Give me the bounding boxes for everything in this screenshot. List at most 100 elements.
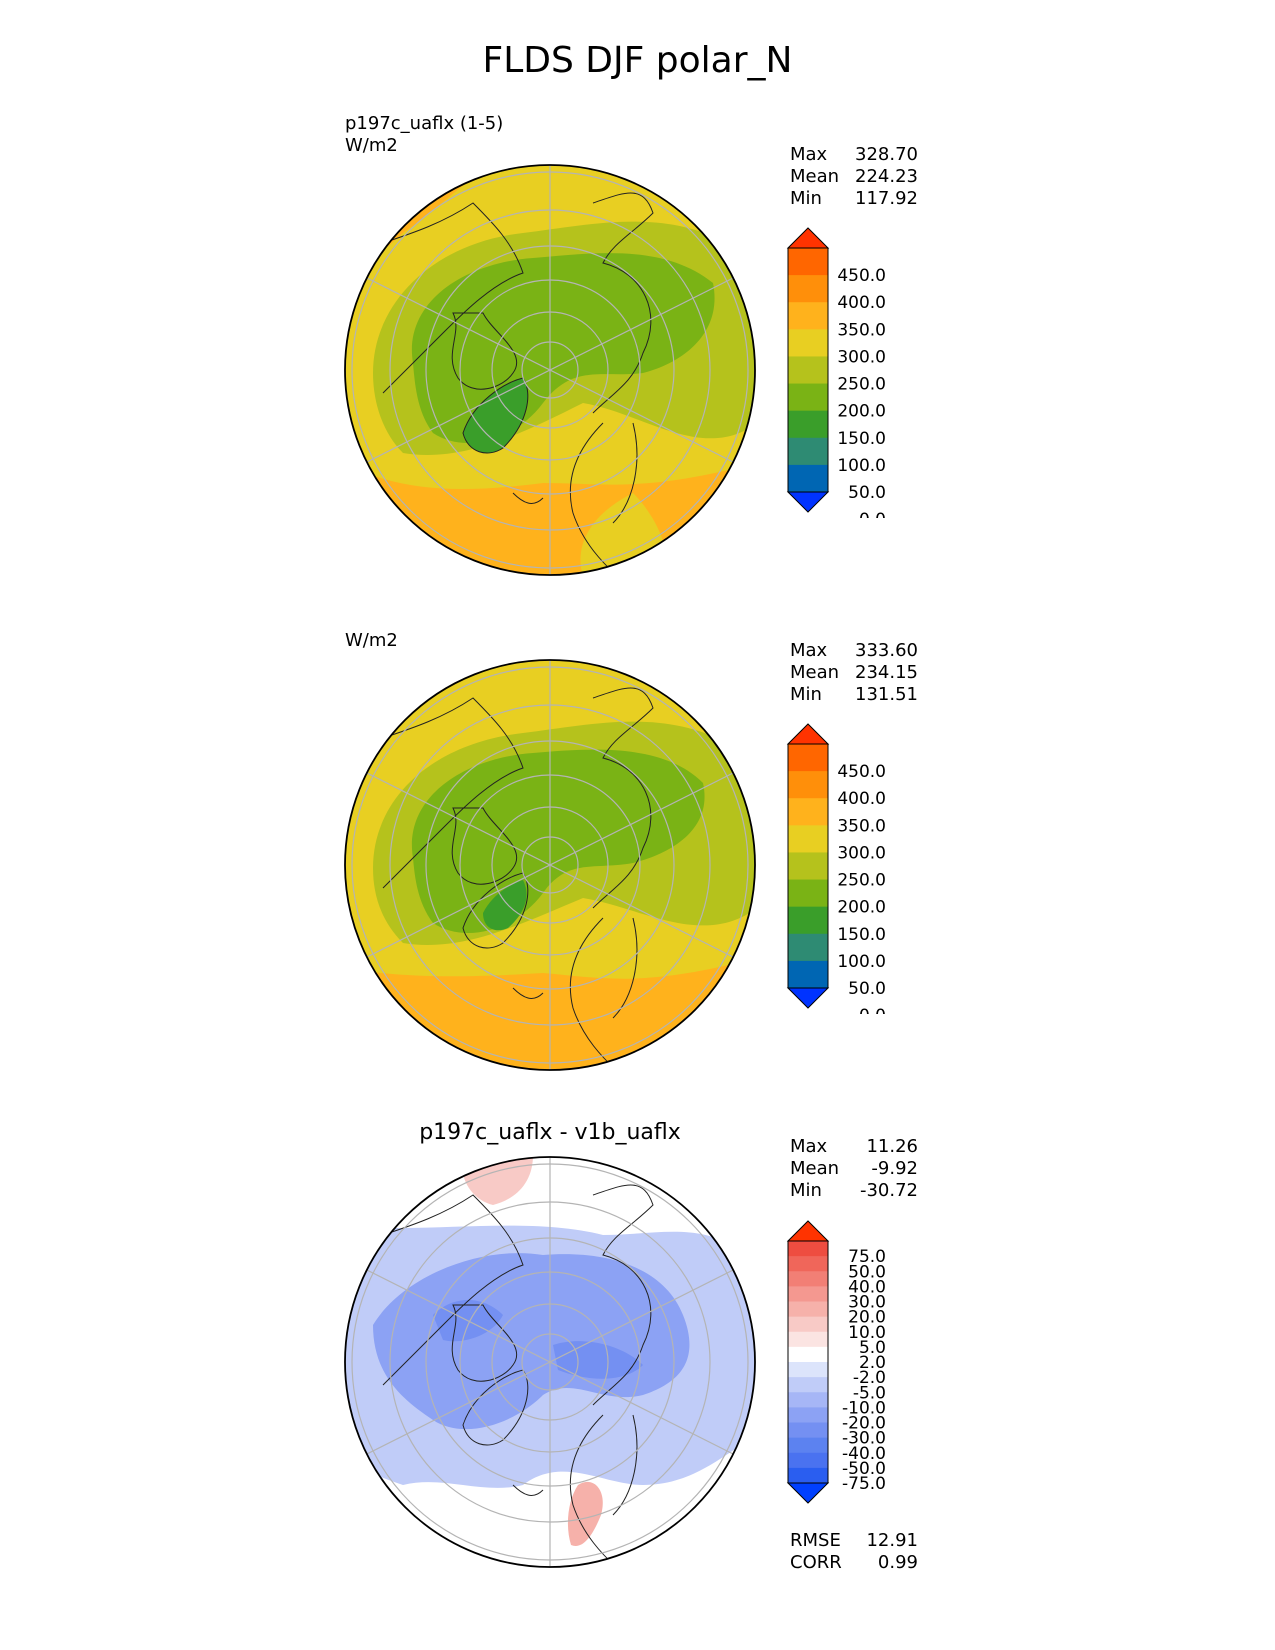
panel2-colorbar-segment: [788, 744, 828, 772]
panel2-units-label: W/m2: [345, 630, 398, 651]
panel3-colorbar-tick-label: -50.0: [842, 1459, 886, 1479]
panel1-colorbar-tick-label: 150.0: [837, 429, 886, 449]
panel1-colorbar-tick-label: 250.0: [837, 375, 886, 395]
panel1-colorbar: 450.0 400.0 350.0 300.0 250.0 200.0 150.0 100.0…: [786, 227, 886, 518]
panel2-polar-map: [344, 659, 756, 1071]
panel3-colorbar-segment: [788, 1437, 828, 1454]
panel1-subtitle: p197c_uaflx (1-5) W/m2: [345, 113, 503, 157]
panel1-colorbar-segment: [788, 383, 828, 412]
panel3-corr-value: 0.99: [877, 1552, 918, 1573]
panel1-colorbar-tick-label: 50.0: [848, 483, 886, 503]
panel2-colorbar-extend-min: [786, 987, 830, 1009]
panel1-units-label: W/m2: [345, 135, 398, 156]
panel3-colorbar-extend-max: [786, 1220, 830, 1242]
panel3-metrics: RMSE 12.91 CORR 0.99: [790, 1530, 918, 1573]
panel3-colorbar-tick-label: 10.0: [848, 1323, 886, 1343]
panel3-colorbar-segment: [788, 1256, 828, 1272]
panel2-colorbar-segment: [788, 825, 828, 853]
panel3-colorbar-tick-label: -40.0: [842, 1444, 886, 1464]
panel2-colorbar-tick-label: 200.0: [837, 898, 886, 918]
panel2-colorbar-tick-label: 350.0: [837, 816, 886, 836]
panel2-colorbar-segment: [788, 879, 828, 908]
panel2-greenland-min: [483, 880, 527, 931]
panel1-stats: Max 328.70 Mean 224.23 Min 117.92: [790, 144, 918, 209]
panel2-colorbar-outline: [787, 743, 829, 989]
panel3-colorbar: 75.050.040.030.020.010.05.02.0-2.0-5.0-1…: [786, 1220, 886, 1504]
panel1-min-value: 117.92: [855, 188, 918, 209]
panel1-colorbar-segment: [788, 329, 828, 357]
panel2-graticule: [345, 660, 755, 1070]
panel3-colorbar-tick-label: 2.0: [859, 1353, 886, 1373]
panel2-colorbar-tick-label: 150.0: [837, 925, 886, 945]
panel3-colorbar-segment: [788, 1452, 828, 1469]
panel3-colorbar-tick-label: 50.0: [848, 1262, 886, 1282]
panel1-map-boundary: [344, 164, 756, 576]
panel2-colorbar-segment: [788, 771, 828, 799]
panel1-colorbar-tick-label: 450.0: [837, 266, 886, 286]
panel3-colorbar-tick-label: 75.0: [848, 1247, 886, 1267]
panel2-colorbar-tick-label: 100.0: [837, 952, 886, 972]
panel1-colorbar-tick-label: 350.0: [837, 320, 886, 340]
panel2-subtitle: W/m2: [345, 630, 398, 652]
panel1-colorbar-tick-label: 100.0: [837, 456, 886, 476]
panel3-colorbar-segment: [788, 1422, 828, 1439]
panel3-colorbar-segment: [788, 1377, 828, 1393]
panel3-colorbar-outline: [787, 1240, 829, 1484]
panel2-min-value: 131.51: [855, 684, 918, 705]
panel3-mean-value: -9.92: [871, 1158, 918, 1179]
panel3-stats: Max 11.26 Mean -9.92 Min -30.72: [790, 1136, 918, 1201]
panel3-min-value: -30.72: [859, 1180, 918, 1201]
panel1-colorbar-segment: [788, 410, 828, 439]
panel1-polar-map: [344, 164, 756, 576]
panel3-colorbar-tick-label: -20.0: [842, 1414, 886, 1434]
panel3-rmse-value: 12.91: [866, 1530, 918, 1551]
panel3-colorbar-tick-label: -10.0: [842, 1398, 886, 1418]
panel3-colorbar-segment: [788, 1362, 828, 1378]
panel1-colorbar-extend-max: [786, 227, 830, 249]
panel1-colorbar-tick-label: 300.0: [837, 347, 886, 367]
panel1-colorbar-tick-label: 0.0: [859, 510, 886, 518]
panel2-colorbar-segment: [788, 852, 828, 881]
panel3-polar-map: [344, 1156, 756, 1568]
panel1-colorbar-tick-label: 200.0: [837, 402, 886, 422]
panel2-mean-value: 234.15: [855, 662, 918, 683]
panel2-colorbar-tick-label: 450.0: [837, 762, 886, 782]
panel1-graticule: [345, 165, 755, 575]
panel3-colorbar-segment: [788, 1407, 828, 1423]
panel1-arctic-core: [411, 253, 715, 443]
panel3-colorbar-segment: [788, 1467, 828, 1484]
panel3-colorbar-segment: [788, 1346, 828, 1363]
panel1-greenland-min: [463, 378, 528, 453]
figure-title: FLDS DJF polar_N: [482, 40, 793, 81]
panel2-colorbar-segment: [788, 798, 828, 826]
panel3-colorbar-tick-label: 5.0: [859, 1338, 886, 1358]
panel2-colorbar: 450.0 400.0 350.0 300.0 250.0 200.0 150.0 100.0…: [786, 723, 886, 1014]
panel2-arctic-core: [411, 749, 705, 933]
panel3-map-boundary: [344, 1156, 756, 1568]
panel1-colorbar-segment: [788, 356, 828, 385]
panel2-colorbar-tick-label: 400.0: [837, 789, 886, 809]
panel3-colorbar-tick-label: -5.0: [853, 1383, 886, 1403]
panel3-coastlines: [382, 1184, 654, 1567]
panel2-map-boundary: [344, 659, 756, 1071]
panel3-colorbar-segment: [788, 1392, 828, 1408]
panel3-colorbar-tick-label: 40.0: [848, 1277, 886, 1297]
panel1-coastlines: [382, 192, 654, 575]
panel3-title: p197c_uaflx - v1b_uaflx: [419, 1120, 681, 1145]
panel3-colorbar-segment: [788, 1316, 828, 1333]
panel3-colorbar-tick-label: -75.0: [842, 1474, 886, 1494]
panel1-colorbar-tick-label: 400.0: [837, 293, 886, 313]
panel3-colorbar-tick-label: 20.0: [848, 1308, 886, 1328]
panel1-colorbar-extend-min: [786, 491, 830, 513]
panel2-max-value: 333.60: [855, 640, 918, 661]
panel3-positive-south: [567, 1481, 603, 1546]
panel3-colorbar-extend-min: [786, 1482, 830, 1504]
panel1-colorbar-segment: [788, 275, 828, 303]
panel3-colorbar-segment: [788, 1301, 828, 1318]
panel3-colorbar-tick-label: -30.0: [842, 1429, 886, 1449]
panel1-colorbar-segment: [788, 302, 828, 330]
panel1-mean-value: 224.23: [855, 166, 918, 187]
panel1-colorbar-segment: [788, 248, 828, 276]
panel2-colorbar-segment: [788, 960, 828, 989]
panel3-colorbar-tick-label: -2.0: [853, 1368, 886, 1388]
